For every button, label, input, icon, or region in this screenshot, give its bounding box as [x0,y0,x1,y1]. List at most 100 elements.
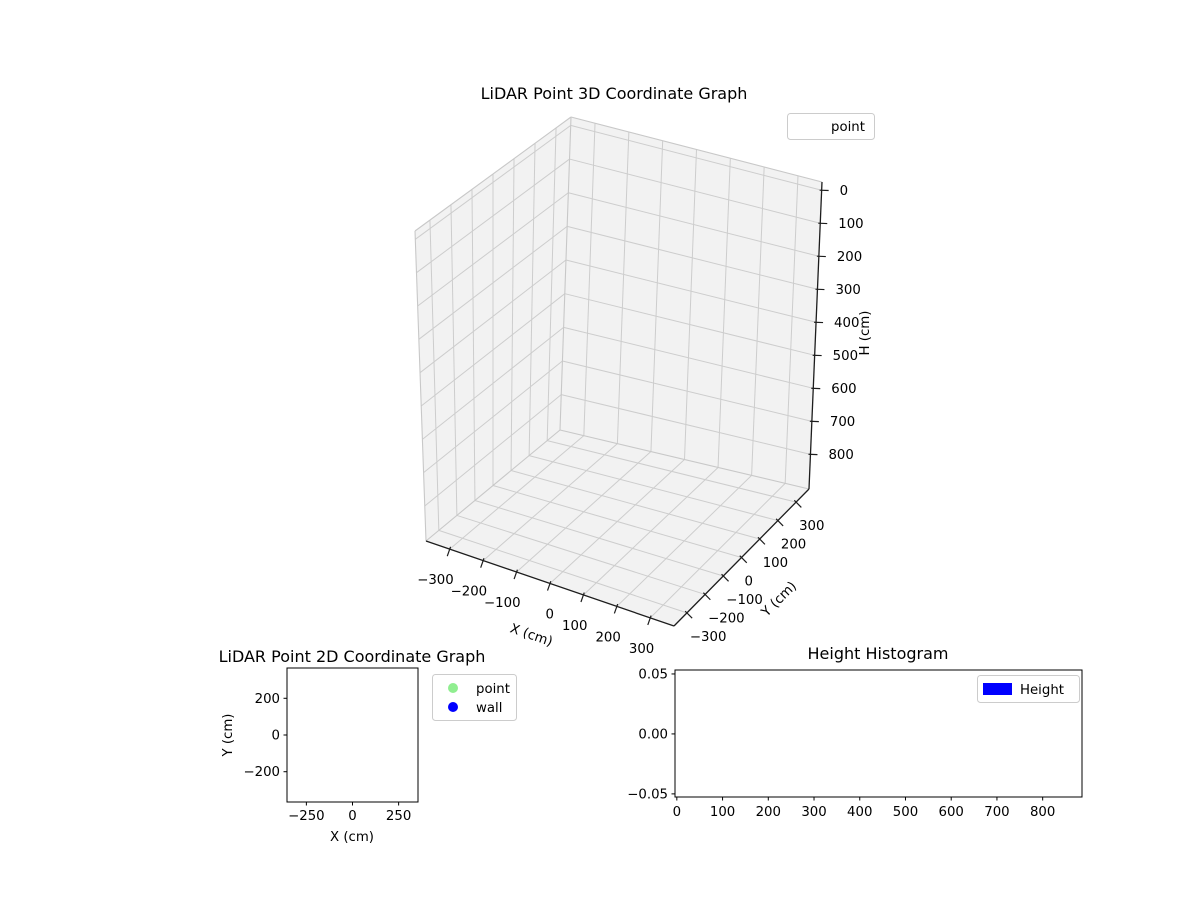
histogram-x-tick-label: 200 [756,805,781,820]
histogram-axes: 0 100 200 300 400 500 600 700 800 −0.05 0.00 0.05 [627,667,1083,820]
rightwall-zgrid-line [564,293,815,356]
leftwall-zgrid-line [422,326,564,440]
y-tick-label: 0 [745,575,753,590]
z-tick-label: 100 [838,217,863,232]
plot2d-y-tick-label: −200 [243,765,280,780]
x-tick-label: 300 [629,642,654,657]
leftwall-zgrid-line [416,158,570,274]
y-tick-mark [702,592,711,601]
plot3d-legend-label-point: point [831,120,865,135]
histogram-title: Height Histogram [808,644,949,663]
z-tick-label: 800 [828,448,853,463]
y-tick-label: 200 [781,538,806,553]
x-tick-mark [480,558,485,568]
rightwall-zgrid-line [561,394,811,455]
z-tick-label: 0 [840,184,848,199]
plot2d-xaxis-label: X (cm) [330,830,374,845]
y-tick-label: 100 [763,556,788,571]
plot2d-y-tick-label: 200 [255,692,280,707]
leftwall-zgrid-line [423,360,563,474]
plot2d-y-tick-label: 0 [272,729,280,744]
histogram-x-tick-label: 100 [710,805,735,820]
rightwall-xgrid-line [784,175,799,484]
histogram-x-tick-label: 300 [801,805,826,820]
rightwall-xgrid-line [583,123,596,436]
pane-edge [559,429,810,490]
plot2d-x-tick-label: 0 [348,809,356,824]
histogram-x-tick-label: 800 [1030,805,1055,820]
floor-ygrid-line [528,455,779,522]
rightwall-xgrid-line [684,149,697,460]
rightwall-zgrid-line [565,259,817,323]
plot2d-legend-label-wall: wall [476,701,502,716]
plot2d-yaxis-label: Y (cm) [221,714,236,758]
leftwall-ygrid-line [528,143,536,456]
z-tick-label: 400 [834,316,859,331]
pane-edge [414,116,572,232]
y-tick-label: −100 [726,593,763,608]
y-tick-label: 300 [799,519,824,534]
histogram-legend-label-height: Height [1020,683,1064,698]
histogram-legend-box [977,675,1080,703]
x-tick-label: −300 [417,573,454,588]
rightwall-xgrid-line [751,166,765,476]
rightwall-xgrid-line [650,140,664,452]
histogram-y-tick-label: −0.05 [627,787,668,802]
y-tick-mark [757,536,766,545]
floor-ygrid-line [547,440,797,503]
plot3d-zaxis-label: H (cm) [858,311,873,356]
floor-ygrid-line [510,470,760,540]
leftwall-zgrid-line [418,225,568,340]
rightwall-zgrid-line [570,124,822,191]
plot2d-x-tick-label: 250 [386,809,411,824]
plot3d-axes: −300−200−1000100200300−300−200−100010020… [414,116,864,657]
leftwall-zgrid-line [415,125,571,240]
floor-ygrid-line [456,514,706,595]
plot3d-yaxis-label: Y (cm) [758,579,800,621]
rightwall-zgrid-line [562,360,812,422]
histogram-legend: Height [977,675,1080,703]
x-tick-mark [580,592,585,603]
leftwall-ygrid-line [546,127,557,441]
leftwall-ygrid-line [429,220,440,531]
x-tick-mark [513,569,518,580]
plot2d-legend: point wall [432,674,517,721]
plot2d-axes: −250 0 250 −200 0 200 [243,667,419,824]
histogram-x-tick-label: 600 [939,805,964,820]
leftwall-zgrid-line [419,259,567,374]
plot3d-legend: point [787,113,875,140]
legend-marker-wall [448,702,458,712]
histogram-x-tick-label: 0 [673,805,681,820]
histogram-y-tick-label: 0.00 [638,727,668,742]
y-tick-label: −300 [690,630,727,645]
plot2d-legend-label-point: point [476,682,510,697]
y-tick-mark [739,555,748,564]
floor-ygrid-line [492,485,742,558]
x-tick-label: −200 [451,585,488,600]
z-tick-label: 600 [831,382,856,397]
plot3d-xaxis-label: X (cm) [508,621,554,650]
rightwall-xgrid-line [616,131,630,444]
x-tick-label: 200 [595,630,620,645]
x-tick-mark [647,615,652,626]
rightwall-zgrid-line [563,326,814,389]
floor-ygrid-line [474,499,724,577]
histogram-x-tick-label: 500 [893,805,918,820]
pane-edge [559,116,572,431]
pane-edge [425,429,561,542]
y-tick-label: −200 [708,611,745,626]
z-tick-label: 300 [835,283,860,298]
y-tick-mark [793,499,802,508]
floor-ygrid-line [438,529,688,614]
pane-floor [426,430,809,626]
plot3d-legend-box [787,113,875,140]
rightwall-zgrid-line [568,192,819,257]
rightwall-xgrid-line [717,158,731,468]
x-tick-label: −100 [484,596,521,611]
leftwall-ygrid-line [510,158,515,471]
z-tick-label: 700 [830,415,855,430]
legend-marker-height [983,683,1012,695]
histogram-y-tick-label: 0.05 [638,667,668,682]
